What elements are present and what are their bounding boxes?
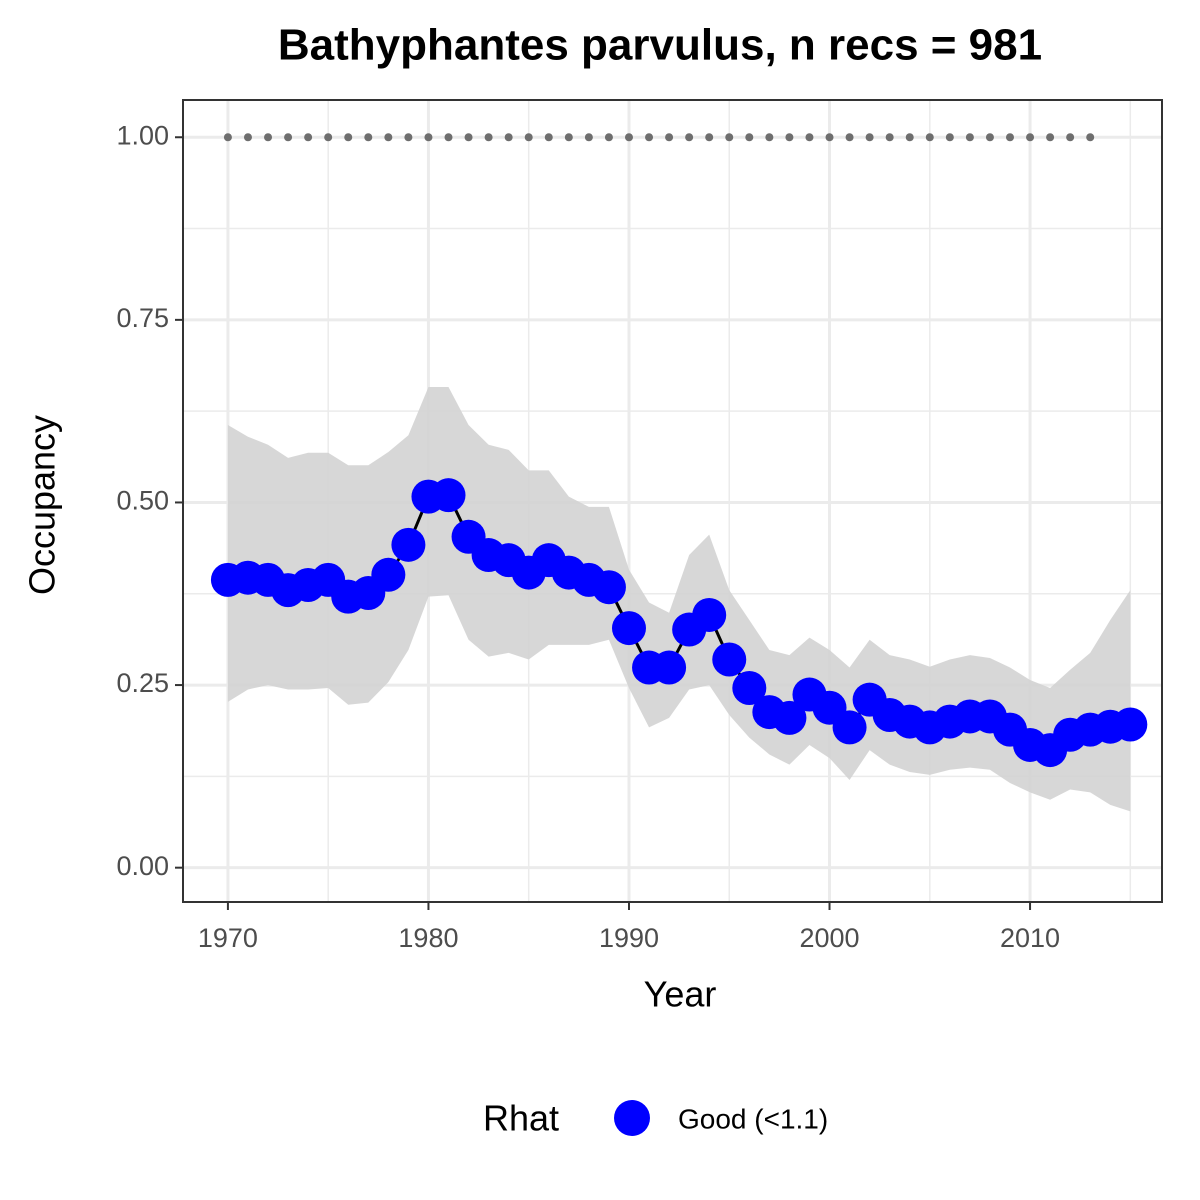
- record-dot: [1046, 133, 1055, 142]
- record-dot: [384, 133, 393, 142]
- y-tick-label: 1.00: [116, 120, 169, 150]
- record-dot: [404, 133, 413, 142]
- record-dot: [504, 133, 513, 142]
- point: [692, 597, 727, 632]
- record-dot: [344, 133, 353, 142]
- record-dot: [564, 133, 573, 142]
- chart-title: Bathyphantes parvulus, n recs = 981: [278, 21, 1042, 70]
- point: [772, 700, 807, 735]
- legend-key: [614, 1100, 650, 1136]
- point: [391, 527, 426, 562]
- record-dot: [745, 133, 754, 142]
- record-dot: [725, 133, 734, 142]
- record-dot: [1026, 133, 1035, 142]
- point: [732, 670, 767, 705]
- x-tick-label: 2000: [799, 923, 859, 953]
- y-tick-label: 0.25: [116, 668, 169, 698]
- record-dot: [905, 133, 914, 142]
- point: [611, 611, 646, 646]
- record-dot: [785, 133, 794, 142]
- record-dot: [364, 133, 373, 142]
- record-dot: [925, 133, 934, 142]
- record-dot: [645, 133, 654, 142]
- record-dot: [524, 133, 533, 142]
- point: [1113, 707, 1148, 742]
- x-tick-label: 1980: [398, 923, 458, 953]
- record-dot: [544, 133, 553, 142]
- record-dot: [805, 133, 814, 142]
- record-dot: [945, 133, 954, 142]
- record-dot: [304, 133, 313, 142]
- record-dot: [464, 133, 473, 142]
- record-dot: [484, 133, 493, 142]
- x-tick-label: 1970: [198, 923, 258, 953]
- point: [832, 710, 867, 745]
- y-tick-label: 0.75: [116, 303, 169, 333]
- record-dot: [584, 133, 593, 142]
- record-dot: [665, 133, 674, 142]
- record-dot: [1005, 133, 1014, 142]
- record-dot: [865, 133, 874, 142]
- y-axis-label: Occupancy: [22, 415, 63, 595]
- record-dot: [444, 133, 453, 142]
- point: [712, 642, 747, 677]
- record-dot: [264, 133, 273, 142]
- x-axis-label: Year: [644, 974, 717, 1015]
- y-tick-label: 0.00: [116, 851, 169, 881]
- record-dot: [1086, 133, 1095, 142]
- point: [431, 478, 466, 513]
- record-dot: [624, 133, 633, 142]
- record-dot: [685, 133, 694, 142]
- point: [652, 650, 687, 685]
- record-dot: [985, 133, 994, 142]
- legend-title: Rhat: [483, 1098, 559, 1139]
- x-tick-label: 1990: [599, 923, 659, 953]
- record-dot: [424, 133, 433, 142]
- record-dot: [223, 133, 232, 142]
- y-tick-label: 0.50: [116, 486, 169, 516]
- record-dot: [705, 133, 714, 142]
- record-dot: [965, 133, 974, 142]
- x-tick-label: 2010: [1000, 923, 1060, 953]
- point: [591, 570, 626, 605]
- record-dot: [324, 133, 333, 142]
- record-dot: [604, 133, 613, 142]
- point: [371, 557, 406, 592]
- record-dot: [885, 133, 894, 142]
- record-dot: [845, 133, 854, 142]
- legend-label: Good (<1.1): [678, 1103, 828, 1134]
- record-dot: [825, 133, 834, 142]
- record-dot: [243, 133, 252, 142]
- record-dot: [284, 133, 293, 142]
- record-dot: [765, 133, 774, 142]
- record-dot: [1066, 133, 1075, 142]
- plot-border: [182, 99, 1163, 903]
